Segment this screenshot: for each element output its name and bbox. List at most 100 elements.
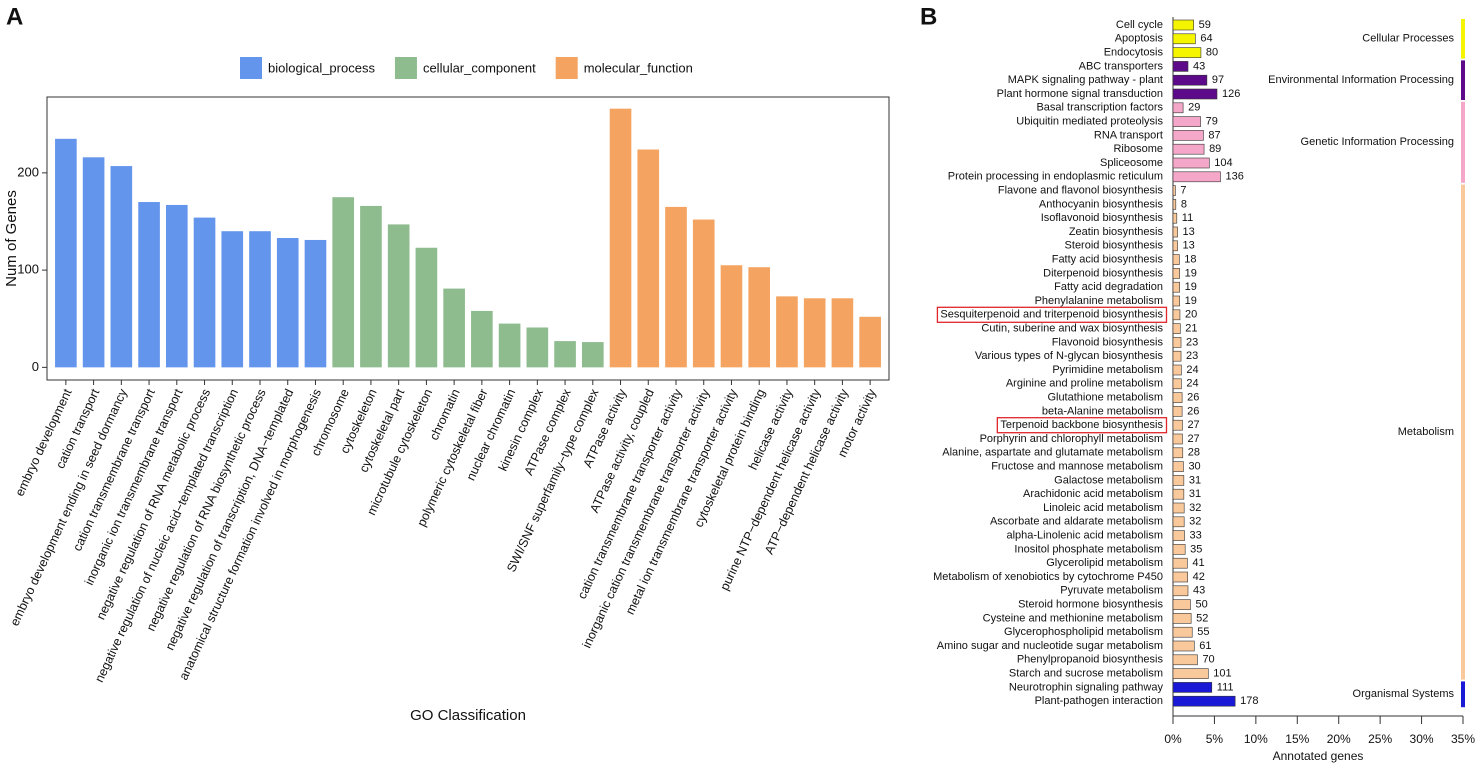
bar — [1172, 309, 1181, 321]
bar — [1172, 613, 1192, 624]
count-label: 104 — [1214, 157, 1232, 169]
count-label: 19 — [1185, 267, 1197, 279]
category-label: Basal transcription factors — [1036, 102, 1163, 114]
bar — [1172, 447, 1184, 459]
category-label: ABC transporters — [1079, 60, 1164, 72]
count-label: 27 — [1187, 419, 1199, 431]
category-label: Fatty acid degradation — [1054, 281, 1163, 293]
bar — [1172, 240, 1178, 252]
x-axis-title: GO Classification — [410, 707, 526, 724]
bar — [748, 267, 771, 368]
panel-label: A — [6, 3, 23, 30]
bar — [193, 217, 216, 368]
category-label: Various types of N-glycan biosynthesis — [975, 350, 1164, 362]
bar — [831, 298, 854, 368]
bar — [1172, 88, 1218, 100]
count-label: 79 — [1206, 116, 1218, 128]
category-label: Diterpenoid biosynthesis — [1043, 267, 1163, 279]
bar — [387, 224, 410, 368]
category-label: Porphyrin and chlorophyll metabolism — [980, 433, 1163, 445]
bar — [803, 298, 826, 368]
x-tick-label: 0% — [1164, 732, 1182, 746]
category-label: Anthocyanin biosynthesis — [1039, 198, 1164, 210]
bar — [1172, 640, 1195, 652]
category-label: beta-Alanine metabolism — [1042, 405, 1163, 417]
bar — [1172, 254, 1180, 265]
group-bar — [1461, 19, 1465, 59]
bar — [581, 342, 604, 368]
bar — [1172, 157, 1210, 169]
x-tick-label: 10% — [1244, 732, 1268, 746]
count-label: 41 — [1192, 557, 1204, 569]
category-label: Cell cycle — [1116, 19, 1163, 31]
category-label: Starch and sucrose metabolism — [1009, 668, 1163, 680]
category-label: Apoptosis — [1115, 33, 1164, 45]
bar — [1172, 116, 1201, 127]
bar — [165, 204, 188, 368]
count-label: 21 — [1185, 323, 1197, 335]
bar — [692, 219, 715, 368]
bar — [665, 206, 687, 368]
category-label: Endocytosis — [1104, 47, 1164, 59]
category-label: Flavonoid biosynthesis — [1052, 336, 1164, 348]
bar — [1172, 682, 1213, 693]
count-label: 52 — [1196, 612, 1208, 624]
category-label: Flavone and flavonol biosynthesis — [998, 185, 1164, 197]
bar — [1172, 47, 1202, 58]
bar — [1172, 130, 1204, 141]
x-tick-label: 30% — [1410, 732, 1434, 746]
count-label: 19 — [1185, 295, 1197, 307]
bar — [1172, 419, 1183, 431]
count-label: 23 — [1186, 336, 1198, 348]
y-tick-label: 100 — [17, 262, 39, 277]
bar — [1172, 544, 1186, 555]
bar — [304, 239, 327, 368]
group-label: Environmental Information Processing — [1268, 74, 1454, 86]
category-label: Glutathione metabolism — [1047, 392, 1163, 404]
bar — [443, 288, 465, 368]
count-label: 89 — [1209, 143, 1221, 155]
group-bar — [1461, 184, 1465, 680]
bar — [1172, 530, 1185, 541]
category-label: Isoflavonoid biosynthesis — [1041, 212, 1164, 224]
x-tick-label: 5% — [1206, 732, 1224, 746]
count-label: 23 — [1186, 350, 1198, 362]
bar — [1172, 74, 1208, 86]
count-label: 30 — [1188, 461, 1200, 473]
legend-label: biological_process — [268, 60, 375, 75]
group-label: Organismal Systems — [1353, 688, 1455, 700]
bar — [1172, 502, 1185, 514]
category-label: Inositol phosphate metabolism — [1014, 543, 1163, 555]
panel-label: B — [920, 3, 937, 30]
bar — [1172, 626, 1193, 638]
category-label: Steroid hormone biosynthesis — [1018, 599, 1163, 611]
plot-frame — [46, 96, 890, 381]
group-label: Cellular Processes — [1362, 33, 1454, 45]
category-label: Phenylalanine metabolism — [1035, 295, 1163, 307]
bar — [776, 296, 798, 368]
count-label: 13 — [1183, 226, 1195, 238]
bar — [526, 327, 549, 368]
count-label: 31 — [1189, 488, 1201, 500]
count-label: 64 — [1200, 33, 1212, 45]
x-tick-label: 25% — [1368, 732, 1392, 746]
category-label: Plant hormone signal transduction — [997, 88, 1163, 100]
category-label: Fructose and mannose metabolism — [991, 461, 1163, 473]
category-label: Glycerophospholipid metabolism — [1004, 626, 1163, 638]
highlight-box — [996, 417, 1168, 434]
category-label: Linoleic acid metabolism — [1043, 502, 1163, 514]
category-label: Glycerolipid metabolism — [1046, 557, 1163, 569]
bar — [1172, 281, 1180, 293]
bar — [471, 310, 493, 368]
category-label: Neurotrophin signaling pathway — [1009, 681, 1164, 693]
y-tick-label: 0 — [32, 359, 39, 374]
bar — [110, 166, 133, 368]
bar — [1172, 19, 1194, 31]
count-label: 19 — [1185, 281, 1197, 293]
count-label: 87 — [1208, 129, 1220, 141]
count-label: 20 — [1185, 309, 1197, 321]
count-label: 31 — [1189, 474, 1201, 486]
bar — [1172, 585, 1189, 597]
group-bar — [1461, 681, 1465, 708]
bar — [1172, 337, 1182, 348]
